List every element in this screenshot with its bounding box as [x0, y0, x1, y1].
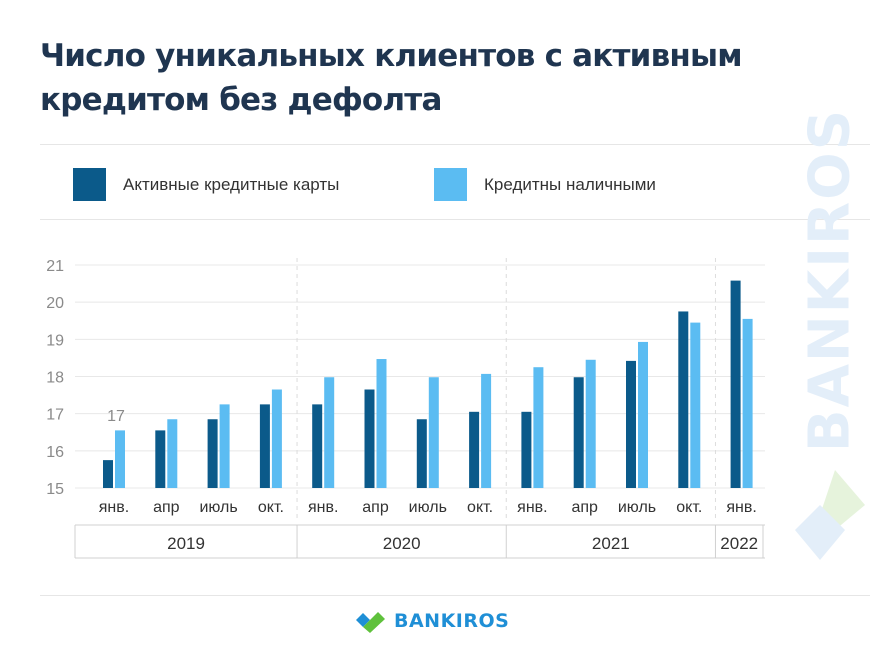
bar-cash	[167, 419, 178, 488]
bar-cash	[115, 430, 125, 488]
bar-cash	[219, 404, 230, 488]
x-tick-label: апр	[362, 499, 389, 516]
bar-cards	[521, 411, 532, 488]
divider-bottom	[40, 595, 870, 596]
bar-cards	[469, 411, 480, 488]
x-tick-label: июль	[409, 499, 447, 516]
bar-cash	[324, 377, 335, 488]
legend-item-cash: Кредитны наличными	[434, 168, 656, 201]
year-label: 2019	[167, 534, 205, 553]
x-tick-label: окт.	[676, 499, 702, 516]
bar-cards	[573, 377, 584, 488]
bar-cards	[416, 419, 427, 488]
x-tick-label: янв.	[99, 499, 129, 516]
bar-cash	[428, 377, 439, 488]
x-tick-label: окт.	[467, 499, 493, 516]
footer-brand: BANKIROS	[394, 610, 510, 632]
bar-cash	[376, 359, 387, 488]
bar-cards	[730, 280, 741, 488]
bankiros-logo-icon	[356, 612, 385, 633]
y-tick-label: 19	[46, 332, 64, 349]
y-tick-label: 16	[46, 444, 64, 461]
chart-title: Число уникальных клиентов с активным кре…	[40, 38, 743, 118]
x-tick-label: янв.	[308, 499, 338, 516]
legend-label-cash: Кредитны наличными	[484, 174, 656, 194]
footer-logo[interactable]: BANKIROS	[356, 609, 509, 633]
x-tick-label: июль	[199, 499, 237, 516]
bar-cash	[690, 322, 701, 488]
bar-cards	[678, 311, 689, 488]
data-label: 17	[107, 408, 125, 425]
bar-cards	[312, 404, 323, 488]
year-label: 2020	[383, 534, 421, 553]
divider-legend	[40, 219, 870, 220]
x-tick-label: июль	[618, 499, 656, 516]
bar-cards	[103, 460, 113, 488]
bar-cash	[638, 341, 648, 488]
bar-cards	[155, 430, 166, 488]
bar-cash	[481, 373, 492, 488]
y-tick-label: 17	[46, 407, 64, 424]
bar-cards	[626, 360, 636, 488]
divider-top	[40, 144, 870, 145]
bar-cash	[533, 367, 544, 488]
y-tick-label: 20	[46, 295, 64, 312]
y-tick-label: 18	[46, 370, 64, 387]
y-tick-label: 21	[46, 258, 64, 275]
x-tick-label: окт.	[258, 499, 284, 516]
bar-cash	[271, 389, 282, 488]
y-tick-label: 15	[46, 481, 64, 498]
legend-swatch-cash	[434, 168, 467, 201]
x-tick-label: апр	[571, 499, 598, 516]
bar-cards	[364, 389, 375, 488]
legend-item-cards: Активные кредитные карты	[73, 168, 339, 201]
watermark-logo-icon	[795, 470, 865, 560]
bar-cash	[585, 359, 596, 488]
year-label: 2022	[720, 534, 758, 553]
x-tick-label: янв.	[726, 499, 756, 516]
x-tick-label: янв.	[517, 499, 547, 516]
bar-cards	[207, 419, 218, 488]
legend-swatch-cards	[73, 168, 106, 201]
year-label: 2021	[592, 534, 630, 553]
bar-cards	[259, 404, 270, 488]
legend-label-cards: Активные кредитные карты	[123, 174, 340, 194]
bar-cash	[742, 318, 753, 488]
x-tick-label: апр	[153, 499, 180, 516]
